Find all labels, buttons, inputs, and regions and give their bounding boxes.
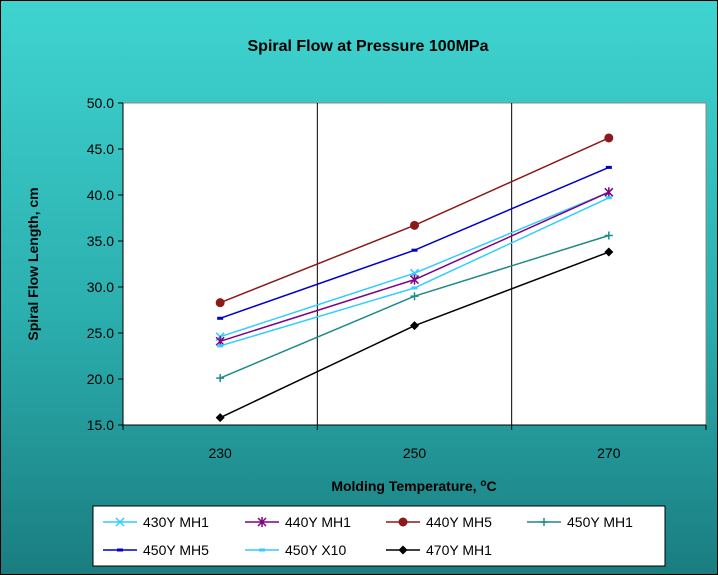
legend-marker xyxy=(259,548,265,552)
series-450y-mh1 xyxy=(216,231,613,383)
x-tick-label: 270 xyxy=(597,445,621,461)
x-axis-label-text: Molding Temperature, xyxy=(331,478,480,494)
legend-label: 430Y MH1 xyxy=(143,514,209,530)
series-470y-mh1 xyxy=(215,247,614,423)
y-tick-label: 45.0 xyxy=(87,141,114,157)
legend-label: 440Y MH1 xyxy=(285,514,351,530)
x-tick-label: 250 xyxy=(403,445,427,461)
y-axis-label: Spiral Flow Length, cm xyxy=(25,187,41,340)
data-point xyxy=(604,133,614,143)
x-axis-unit-letter: C xyxy=(487,478,497,494)
legend-marker xyxy=(540,518,548,526)
legend-label: 470Y MH1 xyxy=(426,542,492,558)
data-point xyxy=(411,248,418,252)
legend-marker xyxy=(117,548,123,552)
x-axis-label: Molding Temperature, oC xyxy=(331,478,496,495)
data-point xyxy=(604,187,614,198)
y-tick-label: 30.0 xyxy=(87,279,114,295)
legend-marker xyxy=(398,545,408,555)
plot-area xyxy=(122,102,707,426)
data-point xyxy=(410,292,419,301)
legend-marker xyxy=(398,517,408,527)
data-point xyxy=(604,247,614,257)
legend-marker xyxy=(257,517,267,527)
data-point xyxy=(410,220,419,230)
series-450y-x10 xyxy=(217,196,612,348)
y-tick-label: 25.0 xyxy=(87,325,114,341)
y-tick-label: 40.0 xyxy=(87,187,114,203)
legend-label: 450Y MH5 xyxy=(143,542,209,558)
data-point xyxy=(215,413,225,423)
data-point xyxy=(217,344,224,348)
series-440y-mh5 xyxy=(215,133,614,308)
data-point xyxy=(605,196,612,200)
data-point xyxy=(215,298,225,308)
legend-label: 450Y MH1 xyxy=(567,514,633,530)
y-tick-label: 15.0 xyxy=(87,417,114,433)
series-layer xyxy=(215,133,614,423)
legend-entry: 440Y MH5 xyxy=(386,514,492,530)
y-tick-label: 20.0 xyxy=(87,371,114,387)
legend-entry: 450Y MH1 xyxy=(527,514,633,530)
axes: 15.0 20.0 25.0 30.0 35.0 40.0 45.0 50.0 230 250 27… xyxy=(87,95,707,461)
data-point xyxy=(411,286,418,290)
y-tick-label: 35.0 xyxy=(87,233,114,249)
data-point xyxy=(604,231,613,240)
legend-label: 440Y MH5 xyxy=(426,514,492,530)
legend-entry: 450Y X10 xyxy=(245,542,346,558)
y-tick-label: 50.0 xyxy=(87,95,114,111)
data-point xyxy=(410,321,419,331)
legend xyxy=(92,505,666,567)
data-point xyxy=(216,374,225,383)
legend-entry: 450Y MH5 xyxy=(103,542,209,558)
x-axis-unit-degree: o xyxy=(480,478,486,489)
data-point xyxy=(605,165,612,169)
x-axis-unit: oC xyxy=(480,478,496,495)
chart-title: Spiral Flow at Pressure 100MPa xyxy=(248,38,489,55)
x-tick-label: 230 xyxy=(208,445,232,461)
legend-marker xyxy=(115,517,125,527)
legend-entry: 440Y MH1 xyxy=(245,514,351,530)
data-point xyxy=(409,268,420,278)
legend-entry: 430Y MH1 xyxy=(103,514,209,530)
series-450y-mh5 xyxy=(217,165,612,320)
legend-entry: 470Y MH1 xyxy=(386,542,492,558)
legend-label: 450Y X10 xyxy=(285,542,346,558)
data-point xyxy=(409,274,420,285)
data-point xyxy=(217,316,224,320)
legend-entries: 430Y MH1 440Y MH1 440Y MH5 450Y MH1 450Y MH5… xyxy=(103,514,633,558)
